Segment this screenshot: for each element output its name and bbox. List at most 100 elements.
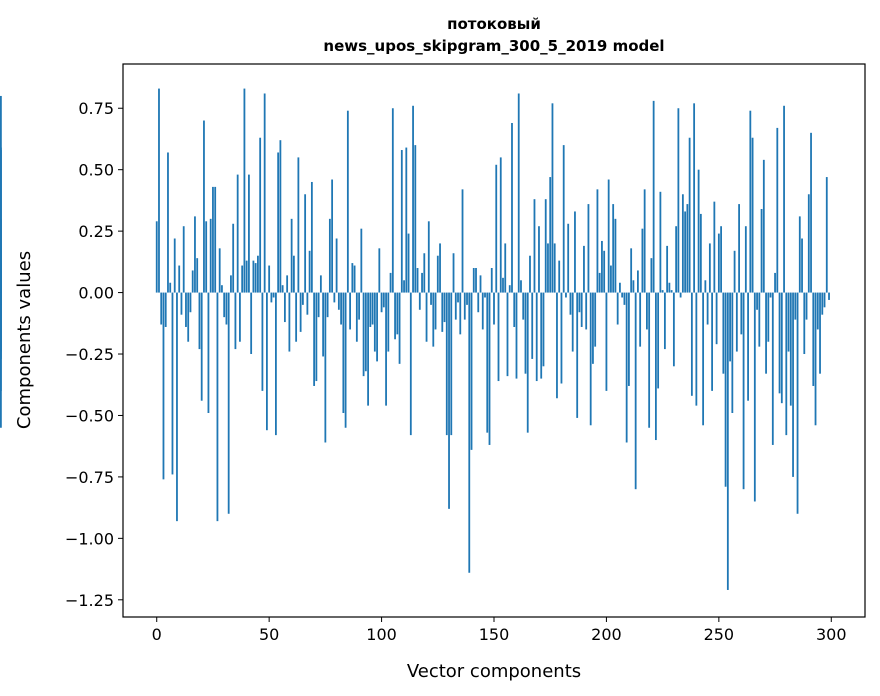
bar-227 bbox=[666, 245, 669, 293]
bar-278 bbox=[780, 292, 783, 404]
bar-undefined bbox=[0, 95, 2, 293]
bar-85 bbox=[346, 110, 349, 293]
bar-158 bbox=[511, 122, 513, 293]
bar-88 bbox=[353, 265, 356, 293]
bar-129 bbox=[445, 292, 448, 436]
bar-28 bbox=[218, 248, 221, 293]
bar-25 bbox=[212, 186, 214, 293]
bar-53 bbox=[275, 292, 277, 436]
bar-199 bbox=[603, 250, 606, 293]
bar-44 bbox=[254, 263, 257, 293]
bar-284 bbox=[794, 292, 797, 320]
bar-189 bbox=[580, 292, 583, 327]
bar-213 bbox=[634, 292, 637, 490]
bar-4 bbox=[164, 292, 167, 327]
bar-108 bbox=[398, 292, 401, 364]
y-tick-label: −0.25 bbox=[65, 345, 114, 364]
y-axis-ticks: 0.75 0.50 0.25 0.00 −0.25 −0.50 −0.75 −1.00 −1.2… bbox=[65, 99, 123, 610]
bar-216 bbox=[641, 228, 644, 293]
y-axis-label: Components values bbox=[14, 251, 35, 429]
bar-47 bbox=[261, 292, 264, 391]
bar-250 bbox=[717, 233, 720, 293]
bar-98 bbox=[376, 292, 378, 362]
bar-246 bbox=[708, 243, 711, 293]
x-axis-ticks: 0 50 100 150 200 250 300 bbox=[152, 617, 847, 644]
bar-60 bbox=[290, 218, 293, 293]
bar-212 bbox=[632, 280, 635, 293]
bar-209 bbox=[625, 292, 628, 443]
bar-57 bbox=[283, 292, 286, 323]
bar-291 bbox=[810, 132, 812, 293]
bar-155 bbox=[504, 243, 507, 293]
bar-263 bbox=[747, 292, 749, 401]
bar-204 bbox=[614, 218, 617, 293]
bar-52 bbox=[272, 292, 275, 298]
bar-160 bbox=[515, 292, 518, 379]
bar-224 bbox=[659, 191, 662, 293]
bar-87 bbox=[351, 263, 354, 293]
bar-100 bbox=[380, 292, 383, 313]
bar-45 bbox=[257, 255, 259, 293]
bar-221 bbox=[652, 100, 655, 293]
bar-55 bbox=[279, 140, 282, 293]
bar-142 bbox=[475, 268, 477, 293]
bars-group bbox=[0, 88, 830, 590]
bar-152 bbox=[497, 292, 500, 382]
bar-93 bbox=[364, 292, 367, 372]
bar-68 bbox=[308, 250, 311, 293]
y-tick-label: −1.25 bbox=[65, 591, 114, 610]
bar-177 bbox=[553, 243, 556, 293]
bar-290 bbox=[807, 194, 810, 293]
bar-24 bbox=[209, 218, 212, 293]
bar-191 bbox=[585, 292, 588, 330]
bar-222 bbox=[654, 292, 657, 441]
bar-56 bbox=[281, 285, 284, 293]
bar-273 bbox=[769, 292, 772, 298]
bar-164 bbox=[524, 292, 527, 374]
bar-153 bbox=[499, 157, 502, 293]
bar-267 bbox=[756, 292, 758, 310]
bar-51 bbox=[270, 292, 273, 303]
bar-206 bbox=[619, 282, 621, 293]
bar-76 bbox=[326, 292, 329, 318]
bar-299 bbox=[828, 292, 830, 300]
x-tick-label: 100 bbox=[366, 625, 397, 644]
bar-1 bbox=[158, 88, 160, 293]
bar-133 bbox=[454, 292, 457, 320]
bar-172 bbox=[542, 292, 545, 367]
bar-170 bbox=[538, 226, 540, 293]
bar-202 bbox=[610, 265, 612, 293]
bar-61 bbox=[292, 255, 295, 293]
bar-3 bbox=[162, 292, 165, 480]
bar-262 bbox=[744, 226, 747, 293]
bar-180 bbox=[560, 292, 563, 384]
bar-65 bbox=[301, 292, 304, 305]
bar-235 bbox=[684, 211, 687, 293]
bar-122 bbox=[430, 292, 432, 305]
bar-8 bbox=[173, 238, 176, 293]
bar-225 bbox=[661, 290, 664, 293]
bar-18 bbox=[196, 258, 199, 293]
bar-20 bbox=[200, 292, 203, 401]
bar-193 bbox=[589, 292, 592, 426]
bar-117 bbox=[418, 292, 421, 310]
bar-256 bbox=[731, 292, 734, 413]
bar-69 bbox=[310, 181, 313, 293]
y-tick-label: 0.50 bbox=[78, 161, 114, 180]
bar-270 bbox=[762, 159, 765, 293]
bar-234 bbox=[681, 194, 684, 293]
bar-148 bbox=[488, 292, 491, 445]
bar-48 bbox=[263, 93, 266, 293]
bar-295 bbox=[819, 292, 821, 374]
bar-252 bbox=[722, 292, 725, 374]
bar-275 bbox=[774, 272, 776, 293]
bar-176 bbox=[551, 103, 554, 293]
bar-174 bbox=[547, 243, 549, 293]
bar-255 bbox=[729, 292, 731, 362]
bar-183 bbox=[567, 223, 570, 293]
bar-91 bbox=[360, 228, 363, 293]
bar-42 bbox=[250, 292, 253, 355]
bar-58 bbox=[286, 275, 289, 293]
bar-173 bbox=[544, 199, 547, 293]
bar-81 bbox=[337, 292, 340, 310]
